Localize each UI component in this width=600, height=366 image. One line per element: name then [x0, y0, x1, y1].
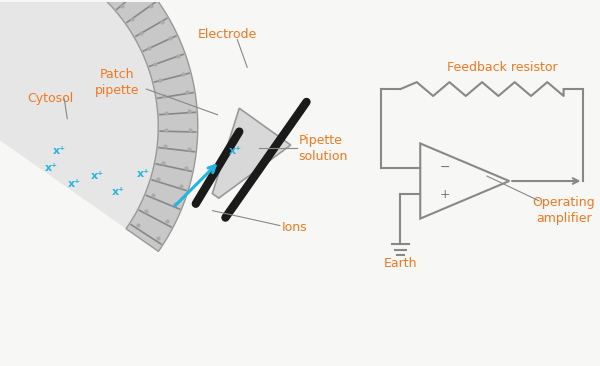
Text: −: −: [439, 161, 450, 174]
Text: Ions: Ions: [282, 221, 307, 234]
Text: Earth: Earth: [384, 257, 417, 270]
Text: Electrode: Electrode: [198, 28, 257, 41]
Polygon shape: [0, 0, 158, 229]
Text: x⁺: x⁺: [45, 163, 58, 173]
Text: +: +: [439, 188, 450, 201]
Text: x⁺: x⁺: [53, 146, 66, 156]
Polygon shape: [0, 0, 198, 251]
Text: Feedback resistor: Feedback resistor: [446, 61, 557, 74]
Text: x⁺: x⁺: [229, 146, 242, 156]
Text: x⁺: x⁺: [68, 179, 80, 189]
Text: Patch
pipette: Patch pipette: [94, 68, 139, 97]
Text: x⁺: x⁺: [112, 187, 125, 197]
Text: x⁺: x⁺: [137, 169, 150, 179]
Text: Pipette
solution: Pipette solution: [299, 134, 348, 163]
Polygon shape: [212, 108, 291, 198]
Text: Cytosol: Cytosol: [28, 93, 74, 105]
Text: x⁺: x⁺: [91, 171, 103, 181]
Text: Operating
amplifier: Operating amplifier: [532, 196, 595, 225]
